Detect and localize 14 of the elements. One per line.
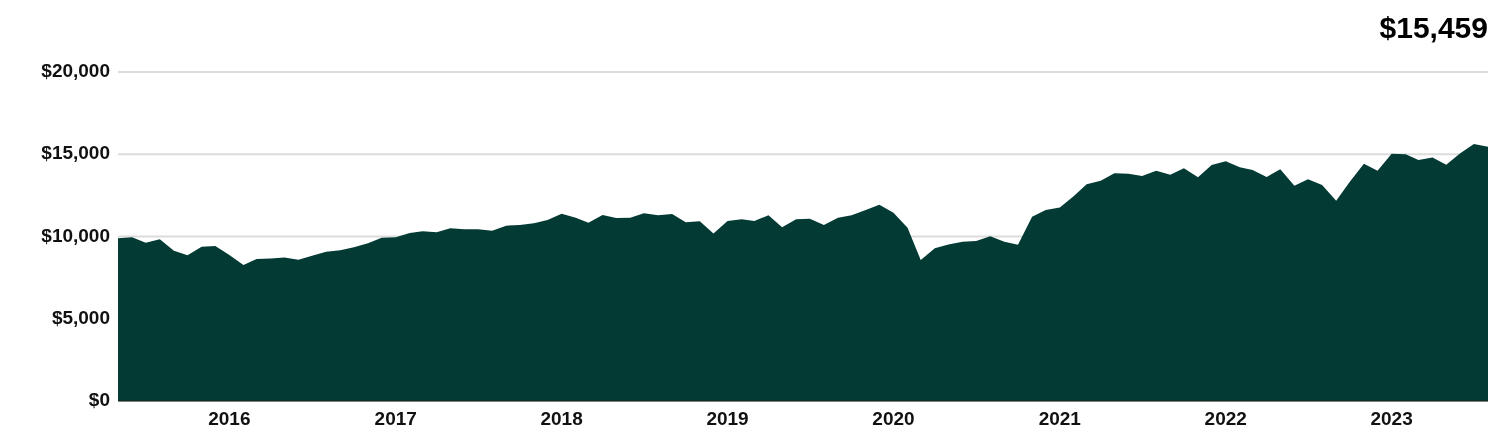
x-tick-label: 2020 (872, 408, 915, 429)
y-tick-label: $5,000 (51, 306, 110, 328)
y-tick-label: $15,000 (41, 142, 110, 164)
x-tick-label: 2023 (1370, 408, 1413, 429)
x-tick-label: 2021 (1038, 408, 1082, 429)
x-tick-label: 2022 (1204, 408, 1247, 429)
x-tick-label: 2018 (540, 408, 583, 429)
y-tick-label: $10,000 (41, 224, 110, 246)
x-tick-label: 2017 (374, 408, 417, 429)
x-tick-label: 2019 (706, 408, 749, 429)
text: $15,459 (1379, 11, 1488, 44)
x-tick-label: 2016 (208, 408, 251, 429)
y-tick-label: $0 (88, 389, 110, 411)
y-tick-label: $20,000 (41, 60, 110, 82)
